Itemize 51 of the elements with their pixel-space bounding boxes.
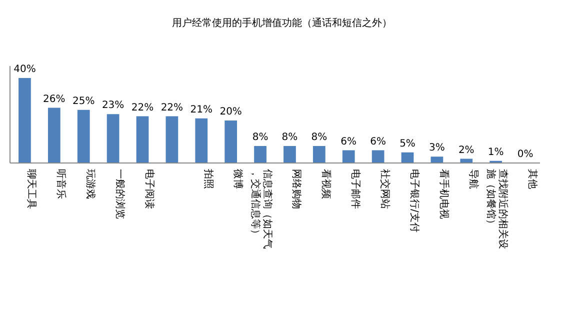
x-tick-label: 听音乐 (55, 169, 68, 199)
bar (401, 152, 414, 163)
bar (284, 146, 296, 163)
data-label: 0% (517, 149, 534, 160)
x-tick-label: 玩游戏 (84, 169, 97, 199)
data-label: 20% (220, 106, 242, 118)
data-label: 40% (14, 64, 36, 75)
x-tick-label: 导航 (467, 169, 480, 189)
data-label: 26% (43, 94, 66, 105)
data-label: 2% (458, 144, 474, 156)
bar (106, 114, 120, 163)
data-label: 22% (131, 102, 154, 114)
x-tick-label: 拍照 (202, 168, 214, 189)
bar (224, 120, 238, 163)
data-label: 8% (311, 132, 328, 143)
x-tick-label: 一般的浏览 (114, 169, 126, 219)
bar (195, 118, 208, 163)
data-label: 1% (488, 146, 504, 158)
x-tick-label: 电子邮件 (350, 169, 362, 209)
data-label: 23% (102, 100, 124, 112)
bar (254, 146, 266, 163)
bar (136, 116, 149, 163)
x-tick-label: 其他 (526, 169, 538, 189)
data-label: 6% (370, 136, 386, 148)
x-tick-label: 电子阅读 (144, 169, 156, 209)
data-label: 25% (72, 96, 95, 107)
bar (430, 156, 444, 163)
x-tick-label: 网络购物 (290, 169, 303, 209)
data-label: 8% (282, 132, 298, 143)
x-tick-label: 社交网站 (379, 169, 392, 209)
data-label: 5% (400, 138, 416, 150)
data-label: 6% (340, 136, 357, 148)
x-tick-label: 看手机电视 (438, 169, 450, 219)
x-tick-label: 看视频 (320, 169, 332, 199)
x-tick-label: 电子银行/支付 (408, 169, 420, 232)
data-label: 22% (160, 102, 184, 114)
bar (48, 108, 60, 163)
x-tick-label: 微博 (232, 169, 244, 189)
data-label: 8% (252, 132, 268, 143)
data-label: 3% (429, 142, 445, 154)
bar (77, 110, 90, 163)
bar (166, 116, 178, 163)
data-label: 21% (190, 104, 213, 116)
x-tick-label: 查找附近的相关设施（如餐馆） (484, 169, 509, 249)
bar (342, 150, 355, 163)
x-tick-label: 聊天工具 (26, 169, 38, 209)
chart-title: 用户经常使用的手机增值功能（通话和短信之外） (172, 17, 392, 29)
bar (312, 146, 326, 163)
x-tick-label: 信息查询（如天气，交通信息等） (249, 169, 274, 249)
bar (372, 150, 384, 163)
bar (18, 78, 31, 163)
